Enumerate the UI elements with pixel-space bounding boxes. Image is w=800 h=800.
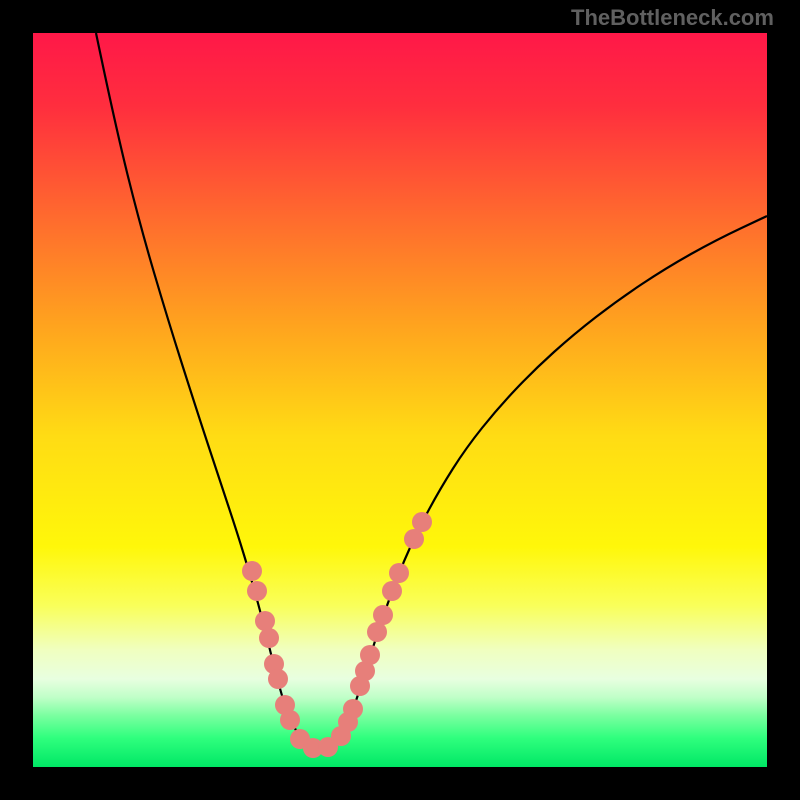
bottleneck-chart <box>0 0 800 800</box>
data-marker <box>255 611 275 631</box>
data-marker <box>259 628 279 648</box>
watermark-text: TheBottleneck.com <box>571 5 774 31</box>
data-marker <box>373 605 393 625</box>
data-marker <box>242 561 262 581</box>
data-marker <box>343 699 363 719</box>
data-marker <box>268 669 288 689</box>
data-marker <box>389 563 409 583</box>
data-marker <box>247 581 267 601</box>
data-marker <box>360 645 380 665</box>
data-marker <box>382 581 402 601</box>
gradient-background <box>33 33 767 767</box>
data-marker <box>404 529 424 549</box>
data-marker <box>280 710 300 730</box>
data-marker <box>412 512 432 532</box>
data-marker <box>367 622 387 642</box>
